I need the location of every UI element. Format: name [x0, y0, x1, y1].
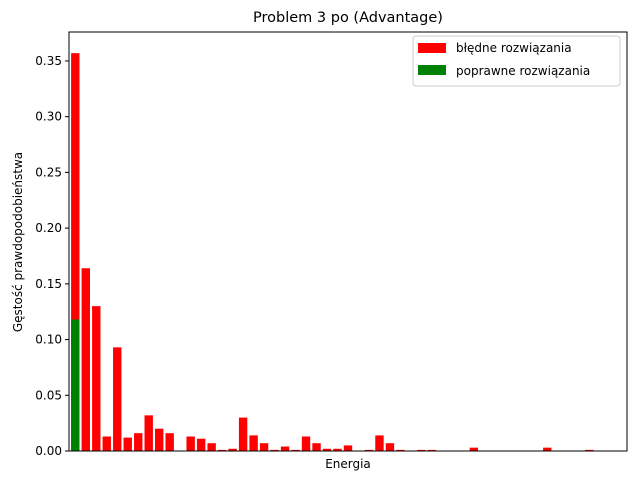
bar-bledne-12	[207, 443, 216, 451]
legend: błędne rozwiązania poprawne rozwiązania	[412, 35, 621, 87]
bar-bledne-30	[417, 449, 426, 451]
bar-bledne-19	[280, 446, 290, 451]
bar-bledne-9	[165, 433, 174, 451]
bar-bledne-34	[585, 449, 594, 451]
bar-bledne-2	[92, 306, 101, 451]
bar-bledne-1	[81, 268, 90, 451]
y-axis-ticks: 0.00 0.05 0.10 0.15 0.20 0.25 0.30 0.35	[35, 54, 69, 458]
bar-bledne-28	[385, 443, 395, 451]
y-tick-label: 0.20	[35, 221, 62, 235]
y-tick-label: 0.10	[35, 333, 62, 347]
y-tick-label: 0.05	[35, 388, 62, 402]
bar-bledne-8	[155, 428, 164, 451]
bar-bledne-13	[217, 449, 227, 451]
bar-poprawne-0	[71, 319, 80, 451]
bar-bledne-27	[375, 435, 384, 451]
bars-poprawne	[71, 319, 80, 451]
bar-bledne-6	[134, 433, 143, 451]
bar-bledne-11	[196, 438, 206, 451]
legend-swatch-bledne	[418, 43, 446, 53]
bar-bledne-23	[322, 448, 332, 451]
bar-bledne-15	[238, 417, 248, 451]
bar-bledne-21	[301, 436, 311, 451]
bar-bledne-31	[427, 449, 437, 451]
y-tick-label: 0.25	[35, 165, 62, 179]
legend-label-poprawne: poprawne rozwiązania	[456, 64, 590, 78]
bar-bledne-22	[312, 443, 321, 451]
bar-bledne-0	[71, 53, 80, 452]
plot-frame	[68, 31, 628, 452]
y-tick-label: 0.30	[35, 110, 62, 124]
y-tick-label: 0.00	[35, 444, 62, 458]
bars-bledne	[71, 53, 594, 452]
legend-label-bledne: błędne rozwiązania	[456, 41, 572, 55]
bar-bledne-24	[333, 448, 342, 451]
bar-bledne-3	[102, 436, 111, 451]
bar-bledne-5	[123, 437, 132, 451]
legend-frame	[412, 35, 621, 87]
chart-title: Problem 3 po (Advantage)	[253, 10, 443, 26]
x-axis-label: Energia	[325, 457, 371, 471]
y-axis-label: Gęstość prawdopodobieństwa	[11, 152, 25, 332]
y-tick-label: 0.35	[35, 54, 62, 68]
y-tick-label: 0.15	[35, 277, 62, 291]
bar-bledne-18	[270, 449, 279, 451]
bar-bledne-7	[144, 415, 153, 451]
bar-bledne-17	[259, 443, 269, 451]
bar-bledne-25	[343, 445, 353, 451]
bar-bledne-20	[291, 449, 300, 451]
bar-bledne-16	[249, 435, 258, 451]
bar-bledne-4	[113, 347, 122, 451]
bar-bledne-14	[228, 448, 237, 451]
bar-bledne-29	[396, 449, 405, 451]
bar-bledne-32	[469, 447, 479, 451]
bar-bledne-26	[364, 449, 374, 451]
bar-bledne-10	[186, 436, 195, 451]
bar-bledne-33	[543, 447, 552, 451]
legend-swatch-poprawne	[418, 65, 446, 75]
